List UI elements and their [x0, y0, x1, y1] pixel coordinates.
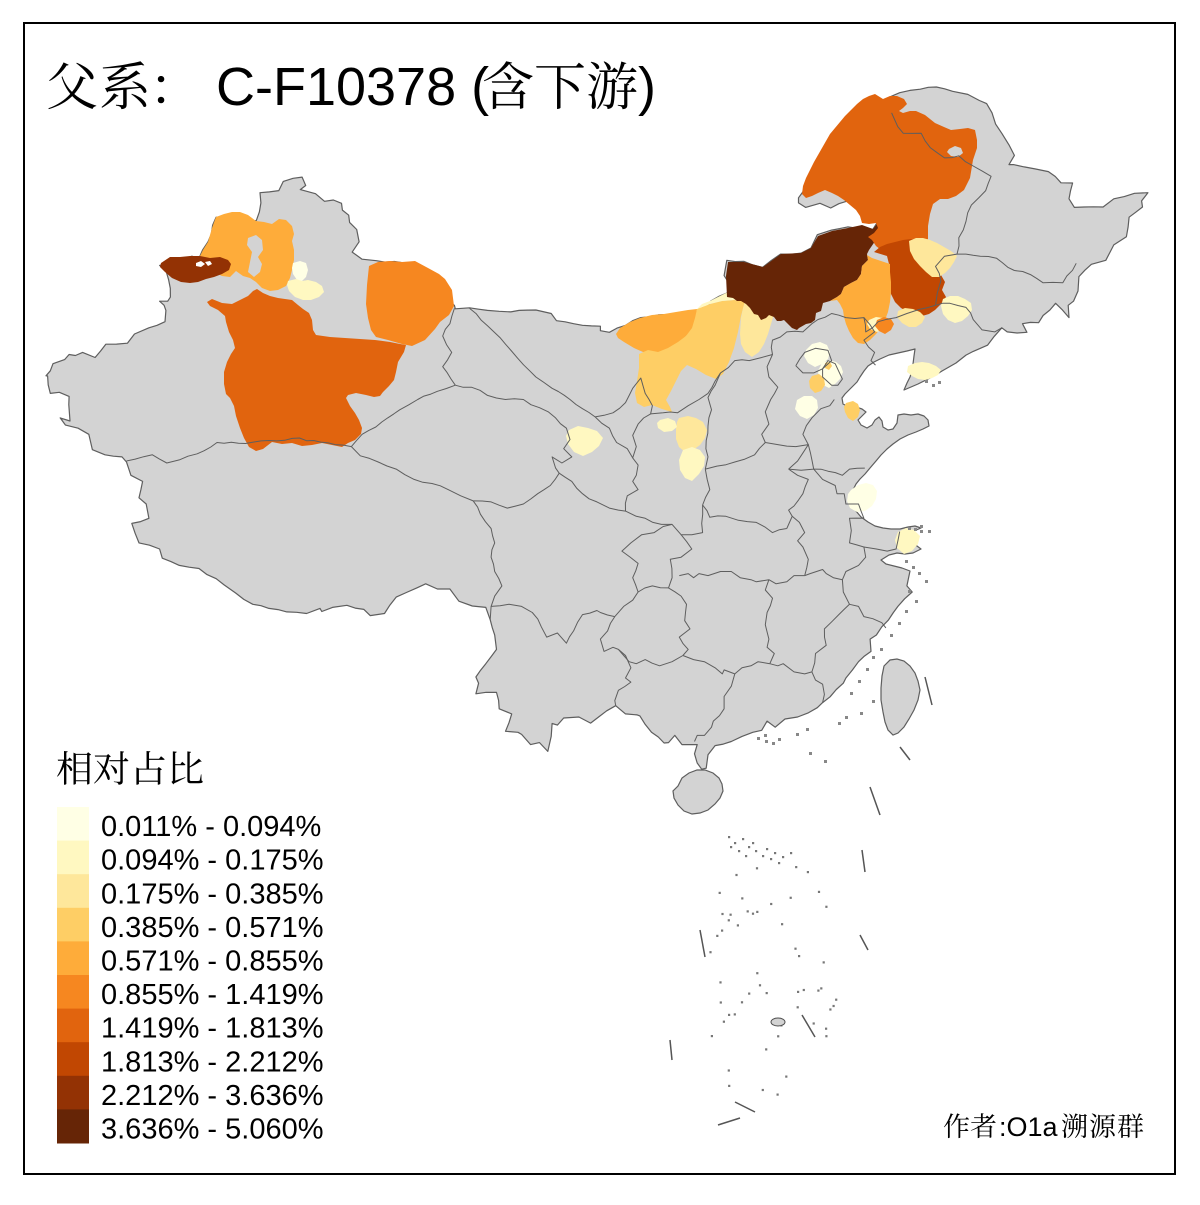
svg-text::O1a: :O1a	[999, 1112, 1059, 1142]
svg-text:0.094% - 0.175%: 0.094% - 0.175%	[101, 845, 323, 877]
svg-text:): )	[638, 57, 656, 117]
svg-text:3.636% - 5.060%: 3.636% - 5.060%	[101, 1114, 323, 1146]
svg-text:0.855% - 1.419%: 0.855% - 1.419%	[101, 979, 323, 1011]
svg-text:1.813% - 2.212%: 1.813% - 2.212%	[101, 1046, 323, 1078]
svg-text:0.175% - 0.385%: 0.175% - 0.385%	[101, 878, 323, 910]
svg-text:1.419% - 1.813%: 1.419% - 1.813%	[101, 1013, 323, 1045]
svg-text:0.385% - 0.571%: 0.385% - 0.571%	[101, 912, 323, 944]
svg-text:2.212% - 3.636%: 2.212% - 3.636%	[101, 1080, 323, 1112]
svg-text:0.011% - 0.094%: 0.011% - 0.094%	[101, 811, 321, 843]
svg-text:0.571% - 0.855%: 0.571% - 0.855%	[101, 946, 323, 978]
svg-text:C-F10378 (: C-F10378 (	[216, 57, 489, 117]
